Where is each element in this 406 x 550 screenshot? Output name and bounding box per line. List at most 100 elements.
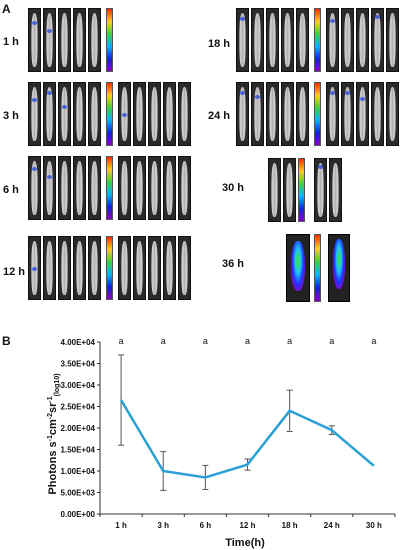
fish-image: [133, 236, 146, 300]
colorbar-36h: [314, 234, 324, 302]
fish-image: [73, 8, 86, 72]
fish-image: [88, 8, 101, 72]
fish-row-18h-right: [326, 8, 399, 72]
y-tick-label: 1.50E+04: [61, 446, 96, 455]
colorbar-6h: [106, 156, 116, 220]
fish-row-6h-left: [28, 156, 101, 220]
fish-image: [341, 82, 354, 146]
fish-row-30h-right: [314, 158, 342, 222]
line-chart: 0.00E+00 5.00E+03 1.00E+04 1.50E+04 2.00E+04…: [47, 336, 396, 549]
time-label-18h: 18 h: [208, 38, 231, 50]
y-tick-label: 3.50E+04: [61, 360, 96, 369]
fish-image: [43, 236, 56, 300]
y-tick-label: 2.50E+04: [61, 403, 96, 412]
fish-image: [283, 158, 296, 222]
x-tick-label: 18 h: [282, 521, 298, 530]
fish-image: [356, 82, 369, 146]
y-tick-label: 3.00E+04: [61, 381, 96, 390]
time-label-3h: 3 h: [3, 110, 19, 122]
fish-image: [386, 82, 399, 146]
fish-image: [314, 158, 327, 222]
fish-image: [236, 8, 249, 72]
fish-image: [58, 156, 71, 220]
x-tick-label: 3 h: [157, 521, 169, 530]
fish-image: [178, 82, 191, 146]
x-tick-label: 30 h: [366, 521, 382, 530]
fish-image: [236, 82, 249, 146]
fish-image: [371, 8, 384, 72]
fish-image: [73, 156, 86, 220]
fish-image: [296, 82, 309, 146]
fish-row-1h-left: [28, 8, 101, 72]
significance-label: a: [245, 336, 250, 346]
colorbar-1h: [106, 8, 116, 72]
fish-image: [281, 82, 294, 146]
time-label-12h: 12 h: [3, 266, 26, 278]
fish-image: [118, 156, 131, 220]
y-axis-title: Photons s-1cm-2sr-1(log10): [47, 373, 61, 494]
colorbar-12h: [106, 236, 116, 300]
fish-row-24h-left: [236, 82, 309, 146]
fish-image: [148, 156, 161, 220]
fish-image: [133, 82, 146, 146]
fish-image: [43, 8, 56, 72]
y-axis: 0.00E+00 5.00E+03 1.00E+04 1.50E+04 2.00E+04…: [61, 338, 101, 519]
y-tick-label: 2.00E+04: [61, 424, 96, 433]
time-label-36h: 36 h: [222, 258, 245, 270]
fish-row-6h-right: [118, 156, 191, 220]
x-tick-label: 12 h: [239, 521, 255, 530]
colorbar-18h: [314, 8, 324, 72]
fish-image: [251, 8, 264, 72]
fish-image: [28, 8, 41, 72]
fish-row-12h-left: [28, 236, 101, 300]
fish-image: [178, 156, 191, 220]
significance-label: a: [287, 336, 292, 346]
fish-row-24h-right: [326, 82, 399, 146]
time-label-6h: 6 h: [3, 184, 19, 196]
fish-row-12h-right: [118, 236, 191, 300]
fish-image: [178, 236, 191, 300]
y-tick-label: 4.00E+04: [61, 338, 96, 347]
fish-image: [133, 156, 146, 220]
x-axis: 1 h 3 h 6 h 12 h 18 h 24 h 30 h: [99, 513, 396, 530]
colorbar-3h: [106, 82, 116, 146]
fish-image: [73, 82, 86, 146]
fish-image: [88, 156, 101, 220]
colorbar-24h: [314, 82, 324, 146]
fish-image: [43, 82, 56, 146]
fish-image: [281, 8, 294, 72]
series-line: [119, 399, 375, 479]
significance-label: a: [371, 336, 376, 346]
significance-label: a: [329, 336, 334, 346]
fish-image: [58, 8, 71, 72]
fish-row-3h-left: [28, 82, 101, 146]
y-tick-label: 1.00E+04: [61, 467, 96, 476]
fish-row-3h-right: [118, 82, 191, 146]
panel-a-label: A: [2, 2, 11, 16]
fish-image: [28, 156, 41, 220]
fish-image: [163, 82, 176, 146]
fish-image: [268, 158, 281, 222]
x-axis-title: Time(h): [225, 537, 265, 549]
x-tick-label: 6 h: [200, 521, 212, 530]
fish-image: [251, 82, 264, 146]
fish-image: [73, 236, 86, 300]
fish-image: [371, 82, 384, 146]
significance-label: a: [161, 336, 166, 346]
fish-image: [326, 8, 339, 72]
fish-row-18h-left: [236, 8, 309, 72]
colorbar-30h: [298, 158, 308, 222]
fish-image: [28, 82, 41, 146]
time-label-30h: 30 h: [222, 182, 245, 194]
significance-label: a: [203, 336, 208, 346]
fish-image: [118, 82, 131, 146]
fish-image: [326, 82, 339, 146]
fish-image: [329, 158, 342, 222]
fish-image: [266, 82, 279, 146]
x-tick-label: 24 h: [324, 521, 340, 530]
fish-image: [163, 236, 176, 300]
fish-image: [341, 8, 354, 72]
fish-image: [118, 236, 131, 300]
significance-label: a: [119, 336, 124, 346]
